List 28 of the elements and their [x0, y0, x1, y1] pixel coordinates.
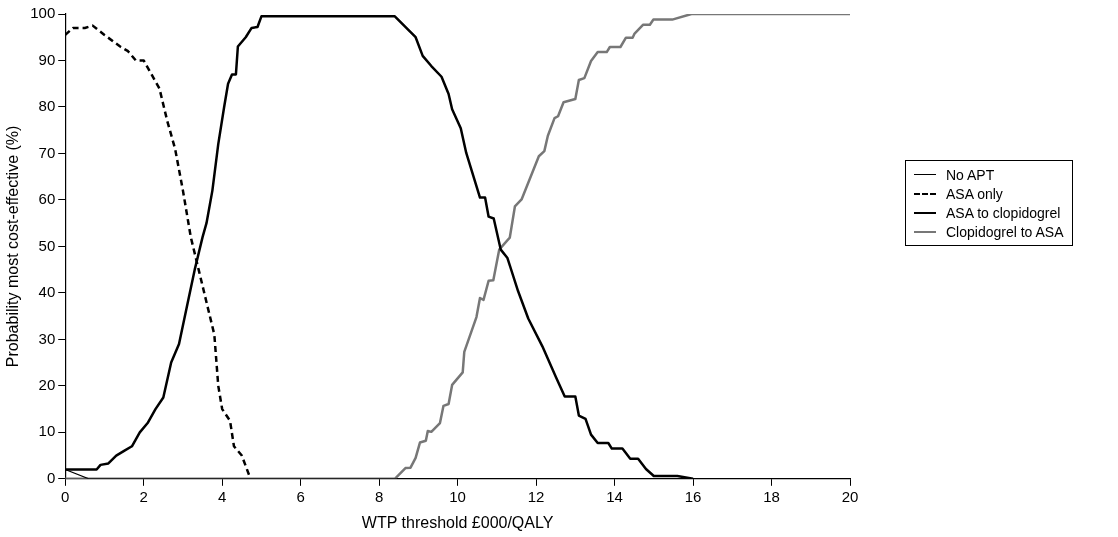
y-tick-label: 100: [30, 4, 56, 22]
x-tick-label: 14: [606, 487, 623, 505]
y-tick-label: 60: [38, 190, 56, 208]
x-tick-label: 2: [139, 487, 148, 505]
y-tick-label: 40: [38, 283, 56, 301]
x-tick-label: 8: [374, 487, 384, 505]
x-tick-label: 6: [296, 487, 305, 505]
legend-label: No APT: [946, 166, 995, 183]
y-tick-label: 10: [38, 422, 56, 440]
y-tick-label: 90: [38, 50, 56, 68]
x-tick-label: 0: [61, 487, 70, 505]
y-tick-label: 30: [38, 329, 56, 347]
legend-label: Clopidogrel to ASA: [946, 223, 1064, 240]
x-tick-label: 12: [527, 487, 545, 505]
y-tick-label: 50: [38, 236, 56, 254]
x-tick-label: 10: [449, 487, 466, 505]
x-tick-label: 18: [763, 487, 780, 505]
legend-label: ASA to clopidogrel: [946, 204, 1061, 221]
x-tick-label: 16: [684, 487, 702, 505]
y-tick-label: 20: [38, 375, 56, 393]
y-tick-label: 70: [38, 143, 56, 161]
x-tick-label: 20: [841, 487, 859, 505]
y-tick-label: 0: [46, 468, 56, 486]
legend-label: ASA only: [946, 185, 1003, 202]
y-axis-title: Probability most cost-effective (%): [4, 125, 22, 368]
x-tick-label: 4: [218, 487, 227, 505]
x-axis-title: WTP threshold £000/QALY: [361, 513, 554, 531]
y-tick-label: 80: [38, 97, 56, 115]
